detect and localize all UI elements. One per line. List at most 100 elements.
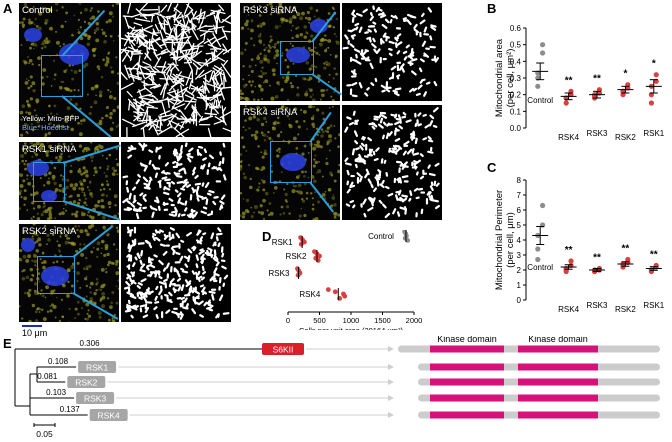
data-point (540, 42, 546, 48)
data-point (648, 100, 654, 106)
data-point (540, 50, 546, 56)
mitochondria-texture (123, 226, 230, 320)
y-tick-label: 0.1 (510, 107, 522, 116)
chart-d: 0 500 1000 1500 2000Cells per unit area (201… (269, 230, 423, 330)
gene-label: RSK2 (75, 378, 97, 388)
mask-rsk4 (342, 105, 442, 220)
data-point (540, 202, 546, 209)
gene-box (262, 343, 304, 355)
data-point (535, 256, 541, 263)
guide-arrow (388, 379, 394, 385)
significance-mark: ** (593, 74, 601, 85)
significance-mark: * (652, 59, 656, 70)
category-label: RSK3 (587, 301, 608, 310)
significance-mark: * (623, 69, 627, 80)
data-point (653, 72, 659, 78)
micrograph-rsk1: RSK1 siRNA (19, 142, 119, 220)
category-label: RSK4 (558, 305, 579, 314)
data-point (568, 258, 574, 264)
panel-letter-b: B (487, 1, 497, 16)
y-tick-label: 0.5 (510, 41, 522, 50)
category-label: Control (527, 96, 553, 105)
x-tick-label: 1000 (343, 316, 360, 325)
gene-box (89, 409, 128, 421)
kinase-domain-1 (430, 378, 504, 386)
gene-box (76, 392, 115, 404)
category-label: RSK3 (587, 129, 608, 138)
category-label: RSK1 (272, 238, 293, 247)
x-tick-label: 1500 (374, 316, 391, 325)
mitochondria-texture (344, 107, 440, 219)
legend-blue-text: Blue: Hoechst (22, 123, 69, 132)
guide-arrow (388, 346, 394, 352)
category-label: Control (527, 263, 553, 272)
data-point (405, 238, 411, 243)
data-point (317, 253, 322, 259)
micrograph-label-control: Control (22, 5, 53, 16)
mito-rfp-texture (19, 224, 119, 322)
mitochondria-texture (122, 142, 227, 220)
significance-mark: ** (565, 245, 573, 256)
kinase-domain-1 (430, 345, 504, 353)
branch-length-label: 0.306 (80, 339, 101, 348)
kinase-domain-2 (518, 378, 598, 386)
legend-yellow-text: Yellow: Mito-RFP (22, 114, 80, 123)
panel-letter-c: C (487, 160, 497, 175)
gene-label: S6KII (273, 345, 294, 355)
micrograph-label-rsk3: RSK3 siRNA (243, 5, 298, 16)
y-axis-label: Mitochondrial Perimeter(per cell, μm) (494, 190, 516, 290)
y-tick-label: 0.2 (510, 91, 522, 100)
micrograph-rsk3: RSK3 siRNA (240, 3, 340, 101)
data-point (298, 241, 304, 247)
micrograph-rsk2: RSK2 siRNA (19, 224, 119, 322)
y-tick-label: 0.4 (510, 57, 522, 66)
y-tick-label: 0 (517, 296, 522, 305)
branch-length-label: 0.108 (48, 357, 69, 366)
mask-rsk1 (121, 142, 231, 220)
data-point (535, 83, 541, 89)
x-tick-label: 0 (286, 316, 290, 325)
x-tick-label: 2000 (406, 316, 423, 325)
significance-mark: ** (622, 244, 630, 255)
category-label: RSK2 (615, 133, 636, 142)
data-point (332, 289, 338, 295)
kinase-domain-label-2: Kinase domain (528, 336, 588, 344)
branch-length-label: 0.103 (46, 388, 67, 397)
panel-letter-d: D (262, 229, 272, 244)
significance-mark: ** (650, 250, 658, 261)
guide-arrow (388, 364, 394, 370)
guide-arrow (388, 412, 394, 418)
y-tick-label: 8 (517, 176, 522, 185)
y-tick-label: 0.0 (510, 124, 522, 133)
kinase-domain-1 (430, 363, 504, 371)
gene-box (67, 376, 106, 388)
kinase-domain-2 (518, 345, 598, 353)
category-label: RSK3 (269, 269, 290, 278)
scale-bar (22, 325, 42, 327)
y-tick-label: 2 (517, 266, 522, 275)
category-label: RSK2 (286, 252, 307, 261)
panel-letter-a: A (3, 1, 13, 16)
category-label: Control (368, 232, 394, 241)
y-tick-label: 4 (517, 236, 522, 245)
micrograph-label-rsk1: RSK1 siRNA (22, 144, 77, 155)
kinase-domain-2 (518, 363, 598, 371)
kinase-domain-2 (518, 411, 598, 419)
data-point (342, 293, 348, 299)
category-label: RSK2 (615, 305, 636, 314)
data-point (325, 287, 331, 292)
mitochondria-texture (121, 3, 231, 137)
guide-arrow (388, 395, 394, 401)
gene-label: RSK4 (98, 411, 120, 421)
kinase-domain-1 (430, 411, 504, 419)
category-label: RSK4 (299, 290, 320, 299)
mitochondria-texture (342, 5, 439, 98)
branch-length-label: 0.081 (37, 372, 58, 381)
significance-mark: ** (593, 253, 601, 264)
mask-rsk3 (342, 3, 442, 101)
y-tick-label: 0.3 (510, 74, 522, 83)
y-tick-label: 7 (517, 191, 522, 200)
category-label: RSK4 (558, 133, 579, 142)
